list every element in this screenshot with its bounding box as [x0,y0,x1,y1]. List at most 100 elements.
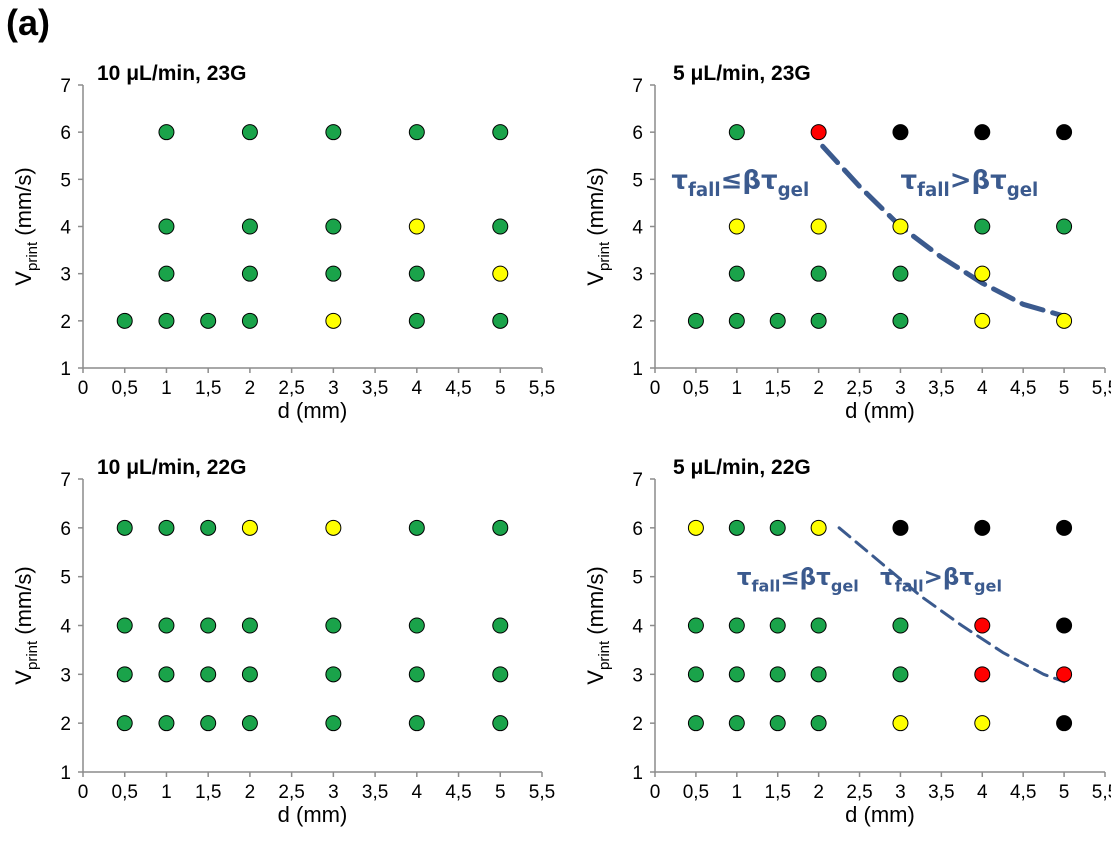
data-point-green [493,125,508,140]
tau-relation: ≤β [721,165,761,195]
x-axis-title: d (mm) [278,398,348,423]
data-point-yellow [893,219,908,234]
data-point-yellow [811,219,826,234]
y-tick-label: 4 [632,617,643,638]
y-tick-label: 6 [632,123,643,144]
data-point-green [159,520,174,535]
tau-subscript: fall [895,577,924,596]
data-point-green [201,618,216,633]
data-point-green [409,520,424,535]
y-axis-title: Vprint (mm/s) [11,566,41,684]
plot-title: 10 μL/min, 22G [97,456,246,479]
x-tick-label: 5 [495,378,506,399]
tau-subscript: gel [1007,180,1039,201]
data-point-green [201,313,216,328]
x-tick-label: 3,5 [362,782,388,803]
x-tick-label: 3,5 [928,782,954,803]
data-point-green [729,667,744,682]
x-tick-label: 3,5 [928,378,954,399]
y-tick-label: 3 [60,265,71,286]
chart-panel-3: 12345670 0,5 1 1,5 2 2,5 3 3,5 4 4,5 5 5,5d (mm)Vpr… [11,456,555,827]
x-tick-label: 5 [495,782,506,803]
chart-panel-1: 12345670 0,5 1 1,5 2 2,5 3 3,5 4 4,5 5 5,5d (mm)Vpr… [11,62,555,423]
data-point-green [493,520,508,535]
data-point-green [770,716,785,731]
tau-subscript: fall [917,180,950,201]
data-point-green [201,716,216,731]
y-tick-label: 5 [60,170,71,191]
data-point-red [975,667,990,682]
y-axis-title-sub: print [596,241,613,271]
x-tick-label: 0,5 [683,782,709,803]
data-point-green [159,219,174,234]
x-tick-label: 1 [161,782,172,803]
plot-title: 10 μL/min, 23G [97,62,246,85]
y-tick-label: 6 [60,123,71,144]
plot-title: 5 μL/min, 23G [673,62,811,85]
data-point-green [117,618,132,633]
data-point-green [811,716,826,731]
x-tick-label: 1 [161,378,172,399]
tau-subscript: gel [778,180,810,201]
data-point-black [1057,716,1072,731]
data-point-yellow [975,716,990,731]
data-point-green [770,667,785,682]
data-point-green [409,716,424,731]
data-point-green [893,313,908,328]
boundary-curve [823,146,1064,316]
y-axis-title: Vprint (mm/s) [583,566,613,684]
x-tick-label: 0 [650,782,661,803]
data-point-green [493,716,508,731]
y-axis-title-unit: (mm/s) [583,566,608,641]
x-tick-label: 4 [977,782,988,803]
data-point-black [975,520,990,535]
y-axis-title-main: V [11,670,36,685]
x-tick-label: 4,5 [445,378,471,399]
x-tick-label: 1,5 [195,378,221,399]
data-point-yellow [242,520,257,535]
y-axis-title: Vprint (mm/s) [583,167,613,285]
y-tick-label: 4 [60,617,71,638]
data-point-red [811,125,826,140]
data-point-green [409,313,424,328]
data-point-yellow [811,520,826,535]
x-axis-title: d (mm) [845,398,915,423]
y-tick-label: 3 [632,665,643,686]
x-tick-label: 4 [412,378,423,399]
data-point-green [688,716,703,731]
data-point-green [409,125,424,140]
y-axis-title-unit: (mm/s) [11,566,36,641]
x-tick-label: 1 [732,782,743,803]
data-point-black [1057,618,1072,633]
data-point-green [811,667,826,682]
data-point-yellow [729,219,744,234]
y-tick-label: 2 [632,312,643,333]
y-tick-label: 2 [60,714,71,735]
x-tick-label: 3 [895,782,906,803]
x-tick-label: 4,5 [1010,378,1036,399]
tau-subscript: fall [688,180,721,201]
y-tick-label: 3 [632,265,643,286]
x-tick-label: 2,5 [846,782,872,803]
data-point-green [409,618,424,633]
x-tick-label: 0 [78,782,89,803]
tau-symbol: τ [990,165,1007,195]
data-point-green [242,716,257,731]
x-tick-label: 5,5 [529,782,555,803]
data-point-green [159,716,174,731]
x-tick-label: 5,5 [529,378,555,399]
data-point-green [326,219,341,234]
y-axis-title-main: V [583,670,608,685]
tau-symbol: τ [816,565,831,591]
tau-subscript: fall [752,577,781,596]
x-tick-label: 1,5 [765,378,791,399]
data-point-green [688,313,703,328]
data-point-green [770,520,785,535]
y-tick-label: 5 [60,568,71,589]
data-point-red [1057,667,1072,682]
data-point-yellow [493,266,508,281]
x-tick-label: 2,5 [278,782,304,803]
data-point-green [242,266,257,281]
data-point-green [729,313,744,328]
data-point-yellow [326,313,341,328]
